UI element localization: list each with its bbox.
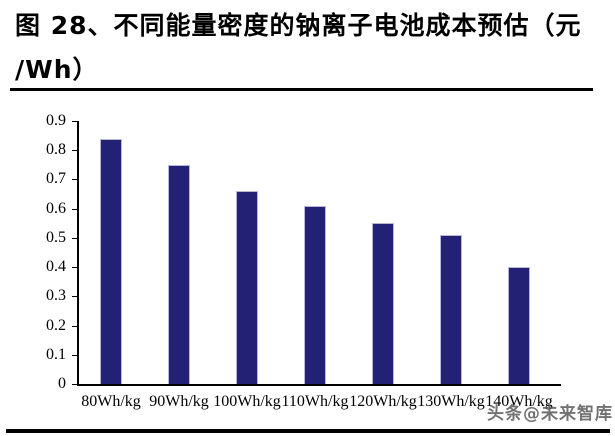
y-axis-tick-label: 0.3 — [46, 287, 66, 305]
bar-chart: 0 0.1 0.2 0.3 0.4 0.5 0.6 0.7 0.8 0.9 80Wh/kg 90Wh/… — [0, 100, 615, 425]
title-separator-rule — [10, 88, 593, 91]
x-axis-line — [77, 384, 561, 386]
y-axis-tick — [72, 267, 77, 269]
figure-title: 图 28、不同能量密度的钠离子电池成本预估（元 /Wh） — [15, 4, 607, 92]
y-axis-line — [77, 121, 79, 386]
bar-100Wh/kg — [236, 191, 258, 384]
y-axis-tick-label: 0.6 — [46, 199, 66, 217]
x-axis-category-label: 90Wh/kg — [149, 393, 209, 410]
x-axis-category-label: 100Wh/kg — [213, 393, 281, 410]
bar-130Wh/kg — [440, 234, 462, 384]
x-axis-category-label: 130Wh/kg — [417, 393, 485, 410]
x-axis-category-label: 140Wh/kg — [485, 393, 553, 410]
y-axis-tick-label: 0.8 — [46, 141, 66, 159]
watermark-text: 头条@未来智库 — [487, 404, 613, 424]
y-axis-tick-label: 0.9 — [46, 112, 66, 129]
bar-90Wh/kg — [168, 164, 190, 384]
y-axis-tick-label: 0 — [58, 375, 66, 392]
bottom-rule — [6, 429, 610, 433]
y-axis-tick-label: 0.4 — [46, 258, 66, 276]
bar-80Wh/kg — [100, 138, 122, 384]
y-axis-tick — [72, 179, 77, 181]
y-axis-tick-label: 0.2 — [46, 316, 66, 334]
figure-title-line1: 图 28、不同能量密度的钠离子电池成本预估（元 — [15, 11, 582, 40]
y-axis-tick — [72, 208, 77, 210]
bar-140Wh/kg — [508, 267, 530, 384]
y-axis-tick-label: 0.7 — [46, 170, 66, 188]
y-axis-tick — [72, 354, 77, 356]
bar-120Wh/kg — [372, 223, 394, 384]
bar-110Wh/kg — [304, 205, 326, 384]
y-axis-tick — [72, 237, 77, 239]
y-axis-tick — [72, 384, 77, 385]
y-axis-tick-label: 0.1 — [46, 345, 66, 363]
y-axis-tick-label: 0.5 — [46, 228, 66, 246]
figure-title-line2: /Wh） — [15, 55, 99, 84]
x-axis-category-label: 120Wh/kg — [349, 393, 417, 410]
y-axis-tick — [72, 325, 77, 327]
y-axis-tick — [72, 296, 77, 298]
y-axis-tick — [72, 150, 77, 152]
x-axis-category-label: 110Wh/kg — [281, 393, 349, 410]
y-axis-tick — [72, 121, 77, 122]
x-axis-category-label: 80Wh/kg — [81, 393, 141, 410]
